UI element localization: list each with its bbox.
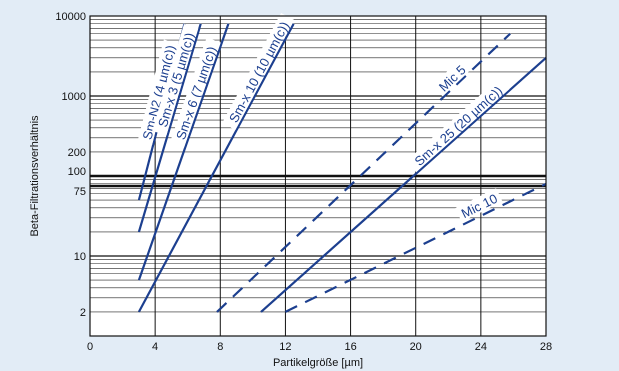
x-tick-labels: 0 4 8 12 16 20 24 28 (87, 341, 552, 353)
series-label-backdrop (137, 39, 179, 145)
series-label-backdrop (432, 58, 471, 97)
y-tick-label: 100 (68, 166, 86, 178)
x-axis-label: Partikelgröße [µm] (273, 357, 363, 369)
y-tick-label: 1000 (62, 91, 86, 103)
series-line (260, 56, 547, 313)
y-tick-label: 75 (74, 186, 86, 198)
series-line (284, 182, 547, 313)
plot-frame (89, 15, 547, 337)
x-tick-label: 20 (410, 341, 422, 353)
y-tick-label: 10 (74, 251, 86, 263)
y-axis-label: Beta-Filtrationsverhältnis (29, 115, 41, 237)
x-tick-label: 12 (279, 341, 291, 353)
y-tick-label: 2 (80, 307, 86, 319)
series-label-backdrop (406, 78, 510, 173)
series-line (137, 23, 202, 233)
series-label-backdrop (455, 188, 503, 222)
series-line (137, 23, 230, 281)
series-label-backdrop (152, 23, 199, 136)
x-tick-label: 0 (87, 341, 93, 353)
series-label-backdrop (222, 13, 295, 131)
series-label-backdrop (169, 37, 221, 148)
x-tick-label: 16 (344, 341, 356, 353)
series-line (216, 32, 511, 313)
y-tick-labels: 2 10 75 100 200 1000 10000 (55, 11, 86, 319)
x-tick-label: 8 (217, 341, 223, 353)
series-line (137, 23, 295, 313)
x-tick-label: 24 (475, 341, 487, 353)
x-tick-label: 28 (540, 341, 552, 353)
y-tick-label: 10000 (55, 11, 86, 23)
y-tick-label: 200 (68, 147, 86, 159)
x-tick-label: 4 (152, 341, 158, 353)
